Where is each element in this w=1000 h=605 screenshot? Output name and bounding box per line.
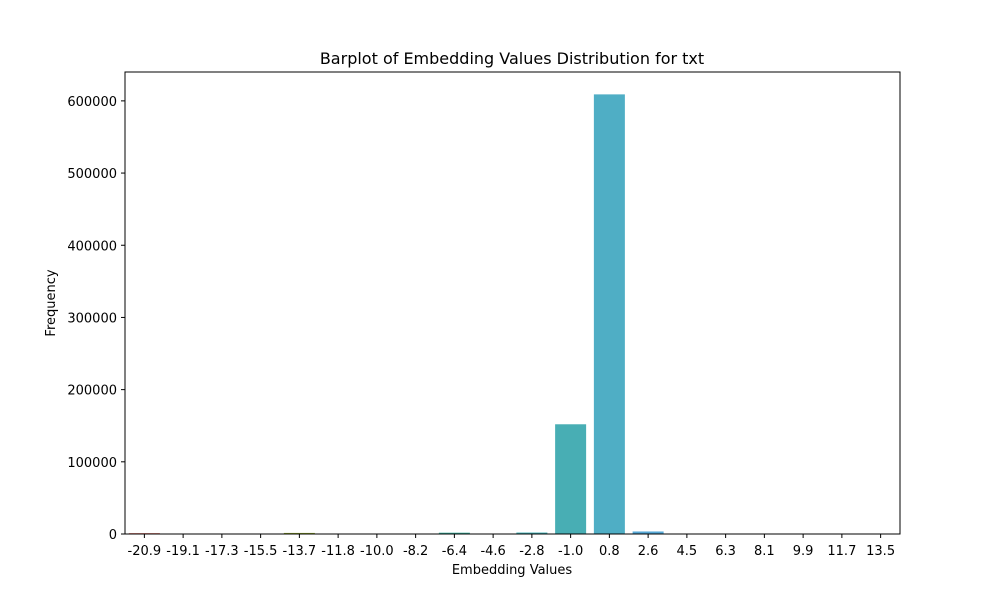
x-tick-label: -8.2 xyxy=(403,544,428,559)
x-tick-label: -2.8 xyxy=(519,544,544,559)
y-tick-label: 200000 xyxy=(67,384,117,399)
x-tick-label: -17.3 xyxy=(205,544,239,559)
y-tick-label: 0 xyxy=(109,528,117,543)
x-tick-label: -11.8 xyxy=(321,544,355,559)
y-tick-label: 100000 xyxy=(67,456,117,471)
x-tick-label: -15.5 xyxy=(244,544,278,559)
y-axis: 0 100000 200000 300000 400000 500000 600000 xyxy=(67,95,125,543)
x-tick-label: -13.7 xyxy=(283,544,317,559)
x-tick-label: 8.1 xyxy=(754,544,775,559)
y-axis-label: Frequency xyxy=(44,269,59,336)
x-tick-label: -4.6 xyxy=(480,544,505,559)
x-axis-label: Embedding Values xyxy=(452,563,573,578)
x-tick-label: 2.6 xyxy=(638,544,659,559)
x-tick-label: 11.7 xyxy=(827,544,856,559)
bars-group xyxy=(129,94,896,534)
bar-12 xyxy=(594,94,625,534)
x-tick-label: 13.5 xyxy=(866,544,895,559)
x-tick-label: -1.0 xyxy=(558,544,583,559)
y-tick-label: 300000 xyxy=(67,311,117,326)
x-tick-label: -20.9 xyxy=(128,544,162,559)
x-tick-label: -19.1 xyxy=(166,544,200,559)
x-axis: -20.9-19.1-17.3-15.5-13.7-11.8-10.0-8.2-… xyxy=(128,534,896,559)
x-tick-label: 0.8 xyxy=(599,544,620,559)
y-tick-label: 400000 xyxy=(67,239,117,254)
bar-11 xyxy=(555,424,586,534)
x-tick-label: 4.5 xyxy=(677,544,698,559)
plot-frame xyxy=(125,72,900,534)
x-tick-label: -6.4 xyxy=(442,544,467,559)
y-tick-label: 500000 xyxy=(67,167,117,182)
chart-title: Barplot of Embedding Values Distribution… xyxy=(320,49,704,68)
x-tick-label: -10.0 xyxy=(360,544,394,559)
x-tick-label: 9.9 xyxy=(793,544,814,559)
y-tick-label: 600000 xyxy=(67,95,117,110)
x-tick-label: 6.3 xyxy=(715,544,736,559)
